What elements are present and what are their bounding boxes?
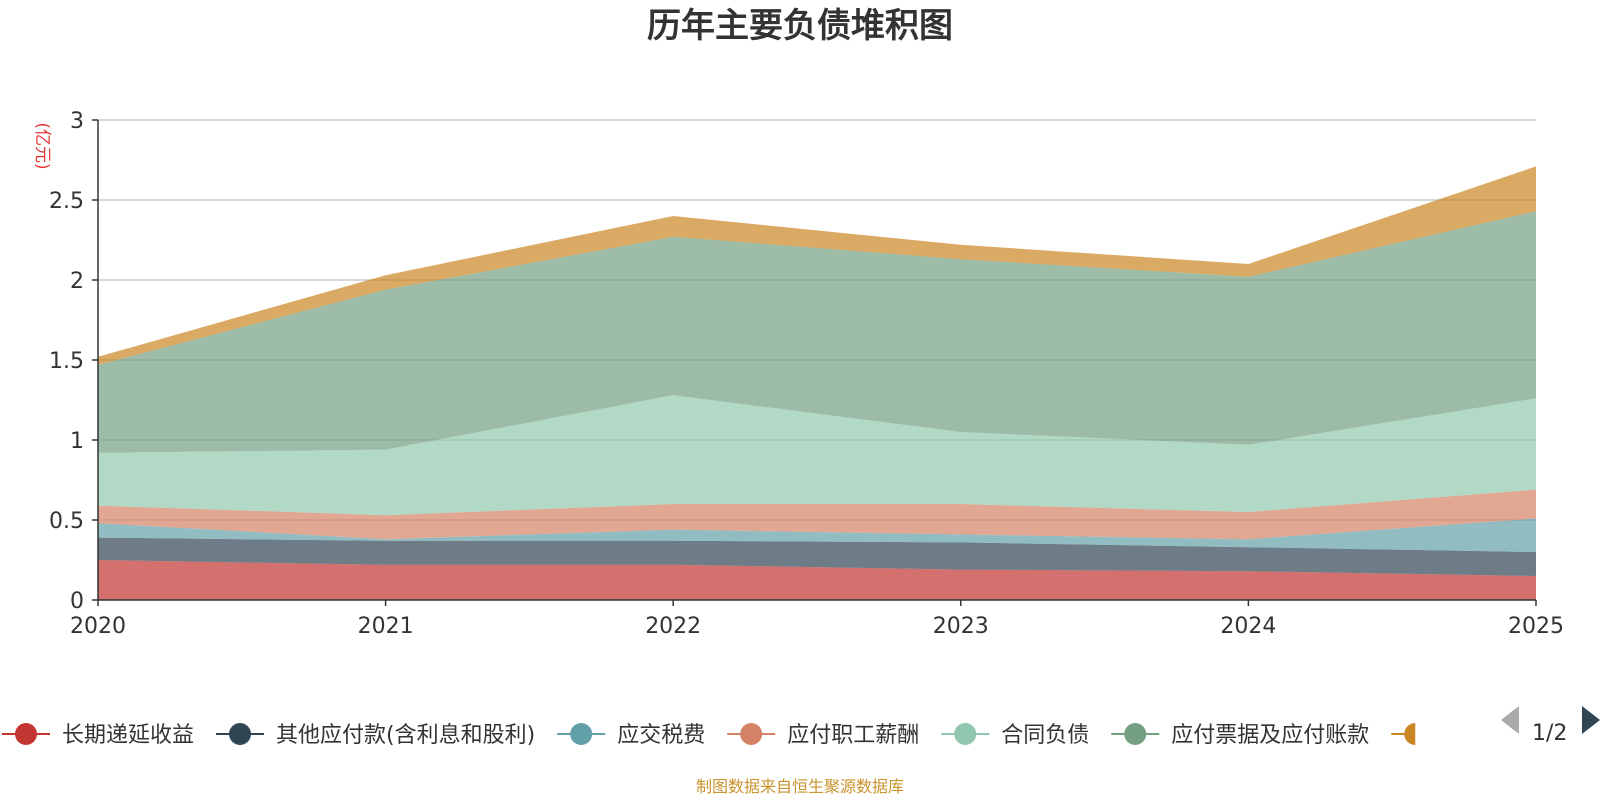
area-series bbox=[98, 166, 1536, 365]
y-tick-label: 2 bbox=[70, 269, 84, 294]
y-tick-label: 2.5 bbox=[49, 189, 84, 214]
legend-item[interactable]: 长期递延收益 bbox=[2, 723, 194, 748]
legend-marker-icon bbox=[954, 723, 977, 745]
x-tick-label: 2024 bbox=[1220, 614, 1276, 639]
legend-marker-icon bbox=[15, 723, 37, 745]
y-tick-label: 1 bbox=[70, 429, 84, 454]
legend-item-clipped[interactable] bbox=[1391, 723, 1416, 745]
legend-label: 长期递延收益 bbox=[62, 723, 194, 748]
y-tick-label: 0 bbox=[70, 589, 84, 614]
legend-item[interactable]: 合同负债 bbox=[941, 723, 1089, 748]
area-series bbox=[98, 518, 1536, 552]
y-tick-label: 0.5 bbox=[49, 509, 84, 534]
next-page-icon[interactable] bbox=[1582, 706, 1600, 734]
legend-label: 应交税费 bbox=[617, 723, 705, 748]
legend-marker-icon bbox=[1404, 723, 1416, 745]
legend-marker-icon bbox=[1124, 723, 1147, 745]
area-series bbox=[98, 211, 1536, 453]
legend-item[interactable]: 其他应付款(含利息和股利) bbox=[216, 723, 535, 748]
axes: 0 0.5 1 1.5 2 2.5 3 2020 2021 2022 2023 2024 2025 bbox=[49, 109, 1564, 639]
area-series bbox=[98, 537, 1536, 576]
x-tick-label: 2021 bbox=[358, 614, 414, 639]
y-tick-label: 1.5 bbox=[49, 349, 84, 374]
legend[interactable]: 长期递延收益 其他应付款(含利息和股利) 应交税费 应付职工薪酬 合同负债 应付票据及应付… bbox=[2, 723, 1416, 748]
area-series bbox=[98, 166, 1536, 600]
legend-marker-icon bbox=[570, 723, 593, 745]
legend-label: 应付票据及应付账款 bbox=[1171, 723, 1369, 748]
area-series bbox=[98, 560, 1536, 600]
legend-page-indicator: 1/2 bbox=[1532, 721, 1567, 746]
x-tick-label: 2023 bbox=[933, 614, 989, 639]
legend-pager: 1/2 bbox=[1501, 706, 1600, 746]
legend-label: 合同负债 bbox=[1001, 723, 1089, 748]
chart-title: 历年主要负债堆积图 bbox=[647, 6, 953, 46]
area-series bbox=[98, 395, 1536, 516]
area-series bbox=[98, 489, 1536, 540]
x-tick-label: 2022 bbox=[645, 614, 701, 639]
legend-marker-icon bbox=[229, 723, 252, 745]
legend-marker-icon bbox=[740, 723, 763, 745]
legend-label: 应付职工薪酬 bbox=[787, 723, 919, 748]
x-tick-label: 2020 bbox=[70, 614, 126, 639]
legend-item[interactable]: 应付票据及应付账款 bbox=[1111, 723, 1369, 748]
y-axis-unit-label: (亿元) bbox=[32, 122, 52, 169]
prev-page-icon[interactable] bbox=[1501, 706, 1519, 734]
legend-item[interactable]: 应交税费 bbox=[557, 723, 705, 748]
data-source-note: 制图数据来自恒生聚源数据库 bbox=[696, 777, 904, 796]
x-tick-label: 2025 bbox=[1508, 614, 1564, 639]
y-tick-label: 3 bbox=[70, 109, 84, 134]
legend-label: 其他应付款(含利息和股利) bbox=[276, 723, 535, 748]
legend-item[interactable]: 应付职工薪酬 bbox=[727, 723, 919, 748]
